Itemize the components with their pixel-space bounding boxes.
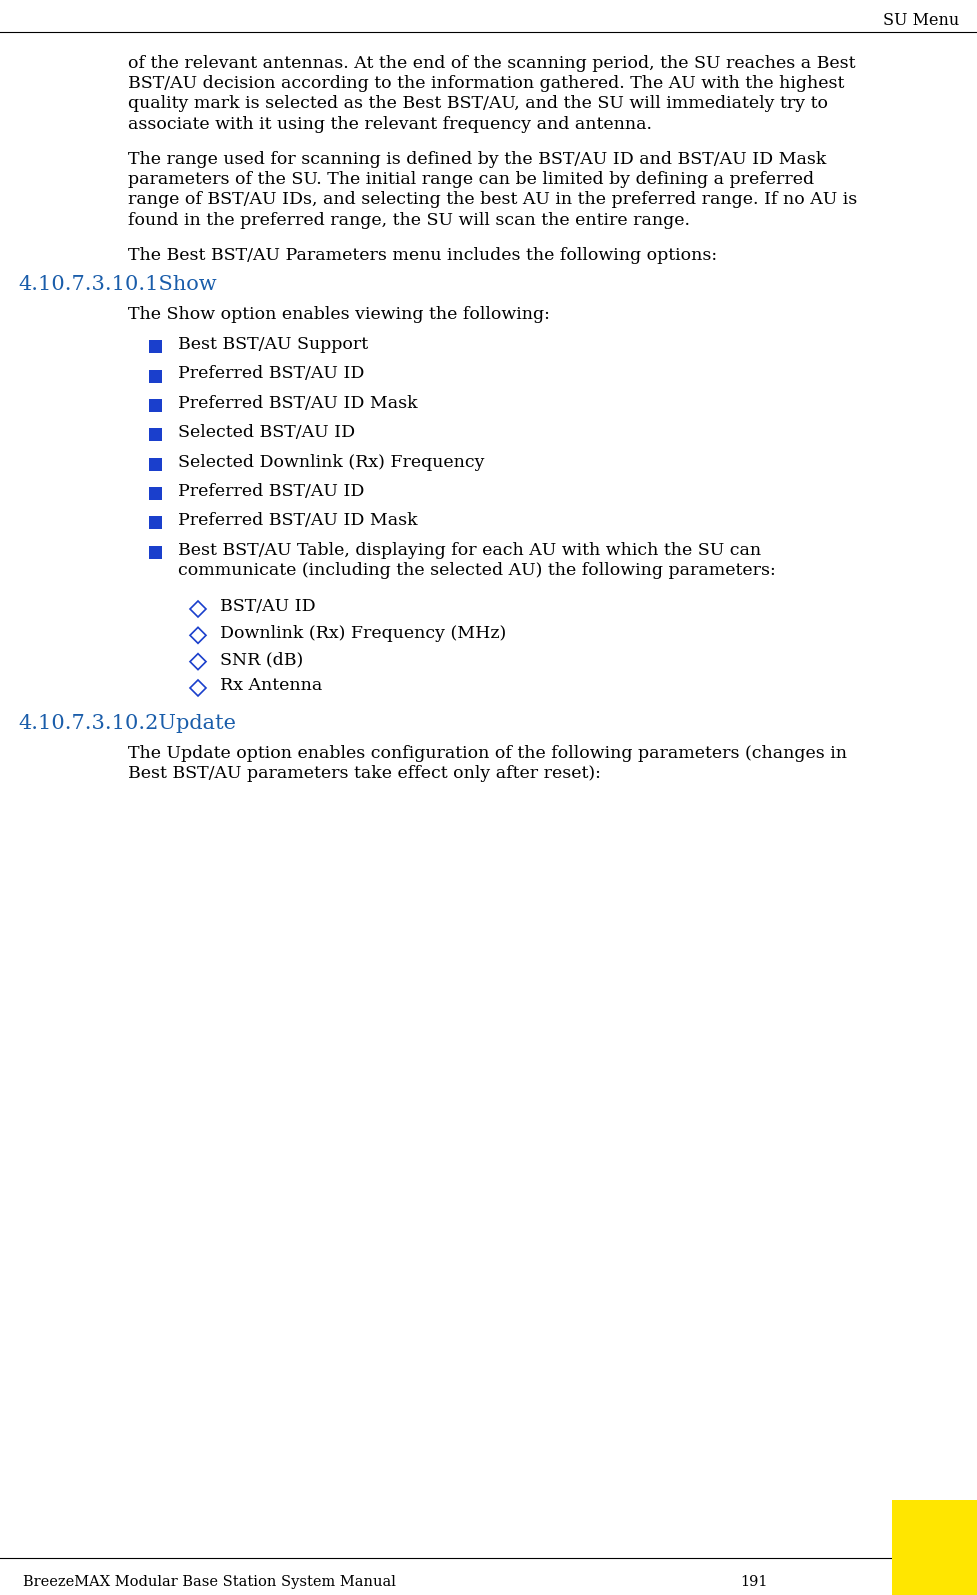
Bar xyxy=(149,486,162,501)
Bar xyxy=(149,399,162,412)
Text: found in the preferred range, the SU will scan the entire range.: found in the preferred range, the SU wil… xyxy=(128,212,690,228)
Text: Downlink (Rx) Frequency (MHz): Downlink (Rx) Frequency (MHz) xyxy=(220,625,506,641)
Text: 4.10.7.3.10.1Show: 4.10.7.3.10.1Show xyxy=(18,274,217,293)
Text: Rx Antenna: Rx Antenna xyxy=(220,678,322,694)
Text: The Show option enables viewing the following:: The Show option enables viewing the foll… xyxy=(128,306,550,322)
Text: Preferred BST/AU ID Mask: Preferred BST/AU ID Mask xyxy=(178,512,417,530)
Text: 4.10.7.3.10.2Update: 4.10.7.3.10.2Update xyxy=(18,715,236,732)
Text: associate with it using the relevant frequency and antenna.: associate with it using the relevant fre… xyxy=(128,116,652,132)
Text: Best BST/AU Table, displaying for each AU with which the SU can: Best BST/AU Table, displaying for each A… xyxy=(178,542,761,558)
Bar xyxy=(149,370,162,383)
Text: SU Menu: SU Menu xyxy=(883,13,959,29)
Text: quality mark is selected as the Best BST/AU, and the SU will immediately try to: quality mark is selected as the Best BST… xyxy=(128,96,828,113)
Text: Preferred BST/AU ID: Preferred BST/AU ID xyxy=(178,483,364,499)
Text: 191: 191 xyxy=(740,1574,768,1589)
Text: SNR (dB): SNR (dB) xyxy=(220,651,303,668)
Bar xyxy=(149,458,162,471)
Bar xyxy=(149,429,162,442)
Text: parameters of the SU. The initial range can be limited by defining a preferred: parameters of the SU. The initial range … xyxy=(128,171,814,188)
Text: Best BST/AU Support: Best BST/AU Support xyxy=(178,337,368,352)
Text: BST/AU decision according to the information gathered. The AU with the highest: BST/AU decision according to the informa… xyxy=(128,75,844,93)
Text: The Best BST/AU Parameters menu includes the following options:: The Best BST/AU Parameters menu includes… xyxy=(128,247,717,265)
Bar xyxy=(892,1499,977,1595)
Text: communicate (including the selected AU) the following parameters:: communicate (including the selected AU) … xyxy=(178,561,776,579)
Text: The Update option enables configuration of the following parameters (changes in: The Update option enables configuration … xyxy=(128,745,847,762)
Text: Preferred BST/AU ID Mask: Preferred BST/AU ID Mask xyxy=(178,396,417,412)
Text: BreezeMAX Modular Base Station System Manual: BreezeMAX Modular Base Station System Ma… xyxy=(23,1574,396,1589)
Text: The range used for scanning is defined by the BST/AU ID and BST/AU ID Mask: The range used for scanning is defined b… xyxy=(128,152,827,167)
Text: range of BST/AU IDs, and selecting the best AU in the preferred range. If no AU : range of BST/AU IDs, and selecting the b… xyxy=(128,191,857,209)
Bar xyxy=(149,340,162,352)
Text: of the relevant antennas. At the end of the scanning period, the SU reaches a Be: of the relevant antennas. At the end of … xyxy=(128,54,856,72)
Bar xyxy=(149,517,162,530)
Text: Selected BST/AU ID: Selected BST/AU ID xyxy=(178,424,355,442)
Text: BST/AU ID: BST/AU ID xyxy=(220,598,316,616)
Text: Best BST/AU parameters take effect only after reset):: Best BST/AU parameters take effect only … xyxy=(128,766,601,782)
Text: Selected Downlink (Rx) Frequency: Selected Downlink (Rx) Frequency xyxy=(178,453,485,471)
Text: Preferred BST/AU ID: Preferred BST/AU ID xyxy=(178,365,364,383)
Bar xyxy=(149,545,162,558)
